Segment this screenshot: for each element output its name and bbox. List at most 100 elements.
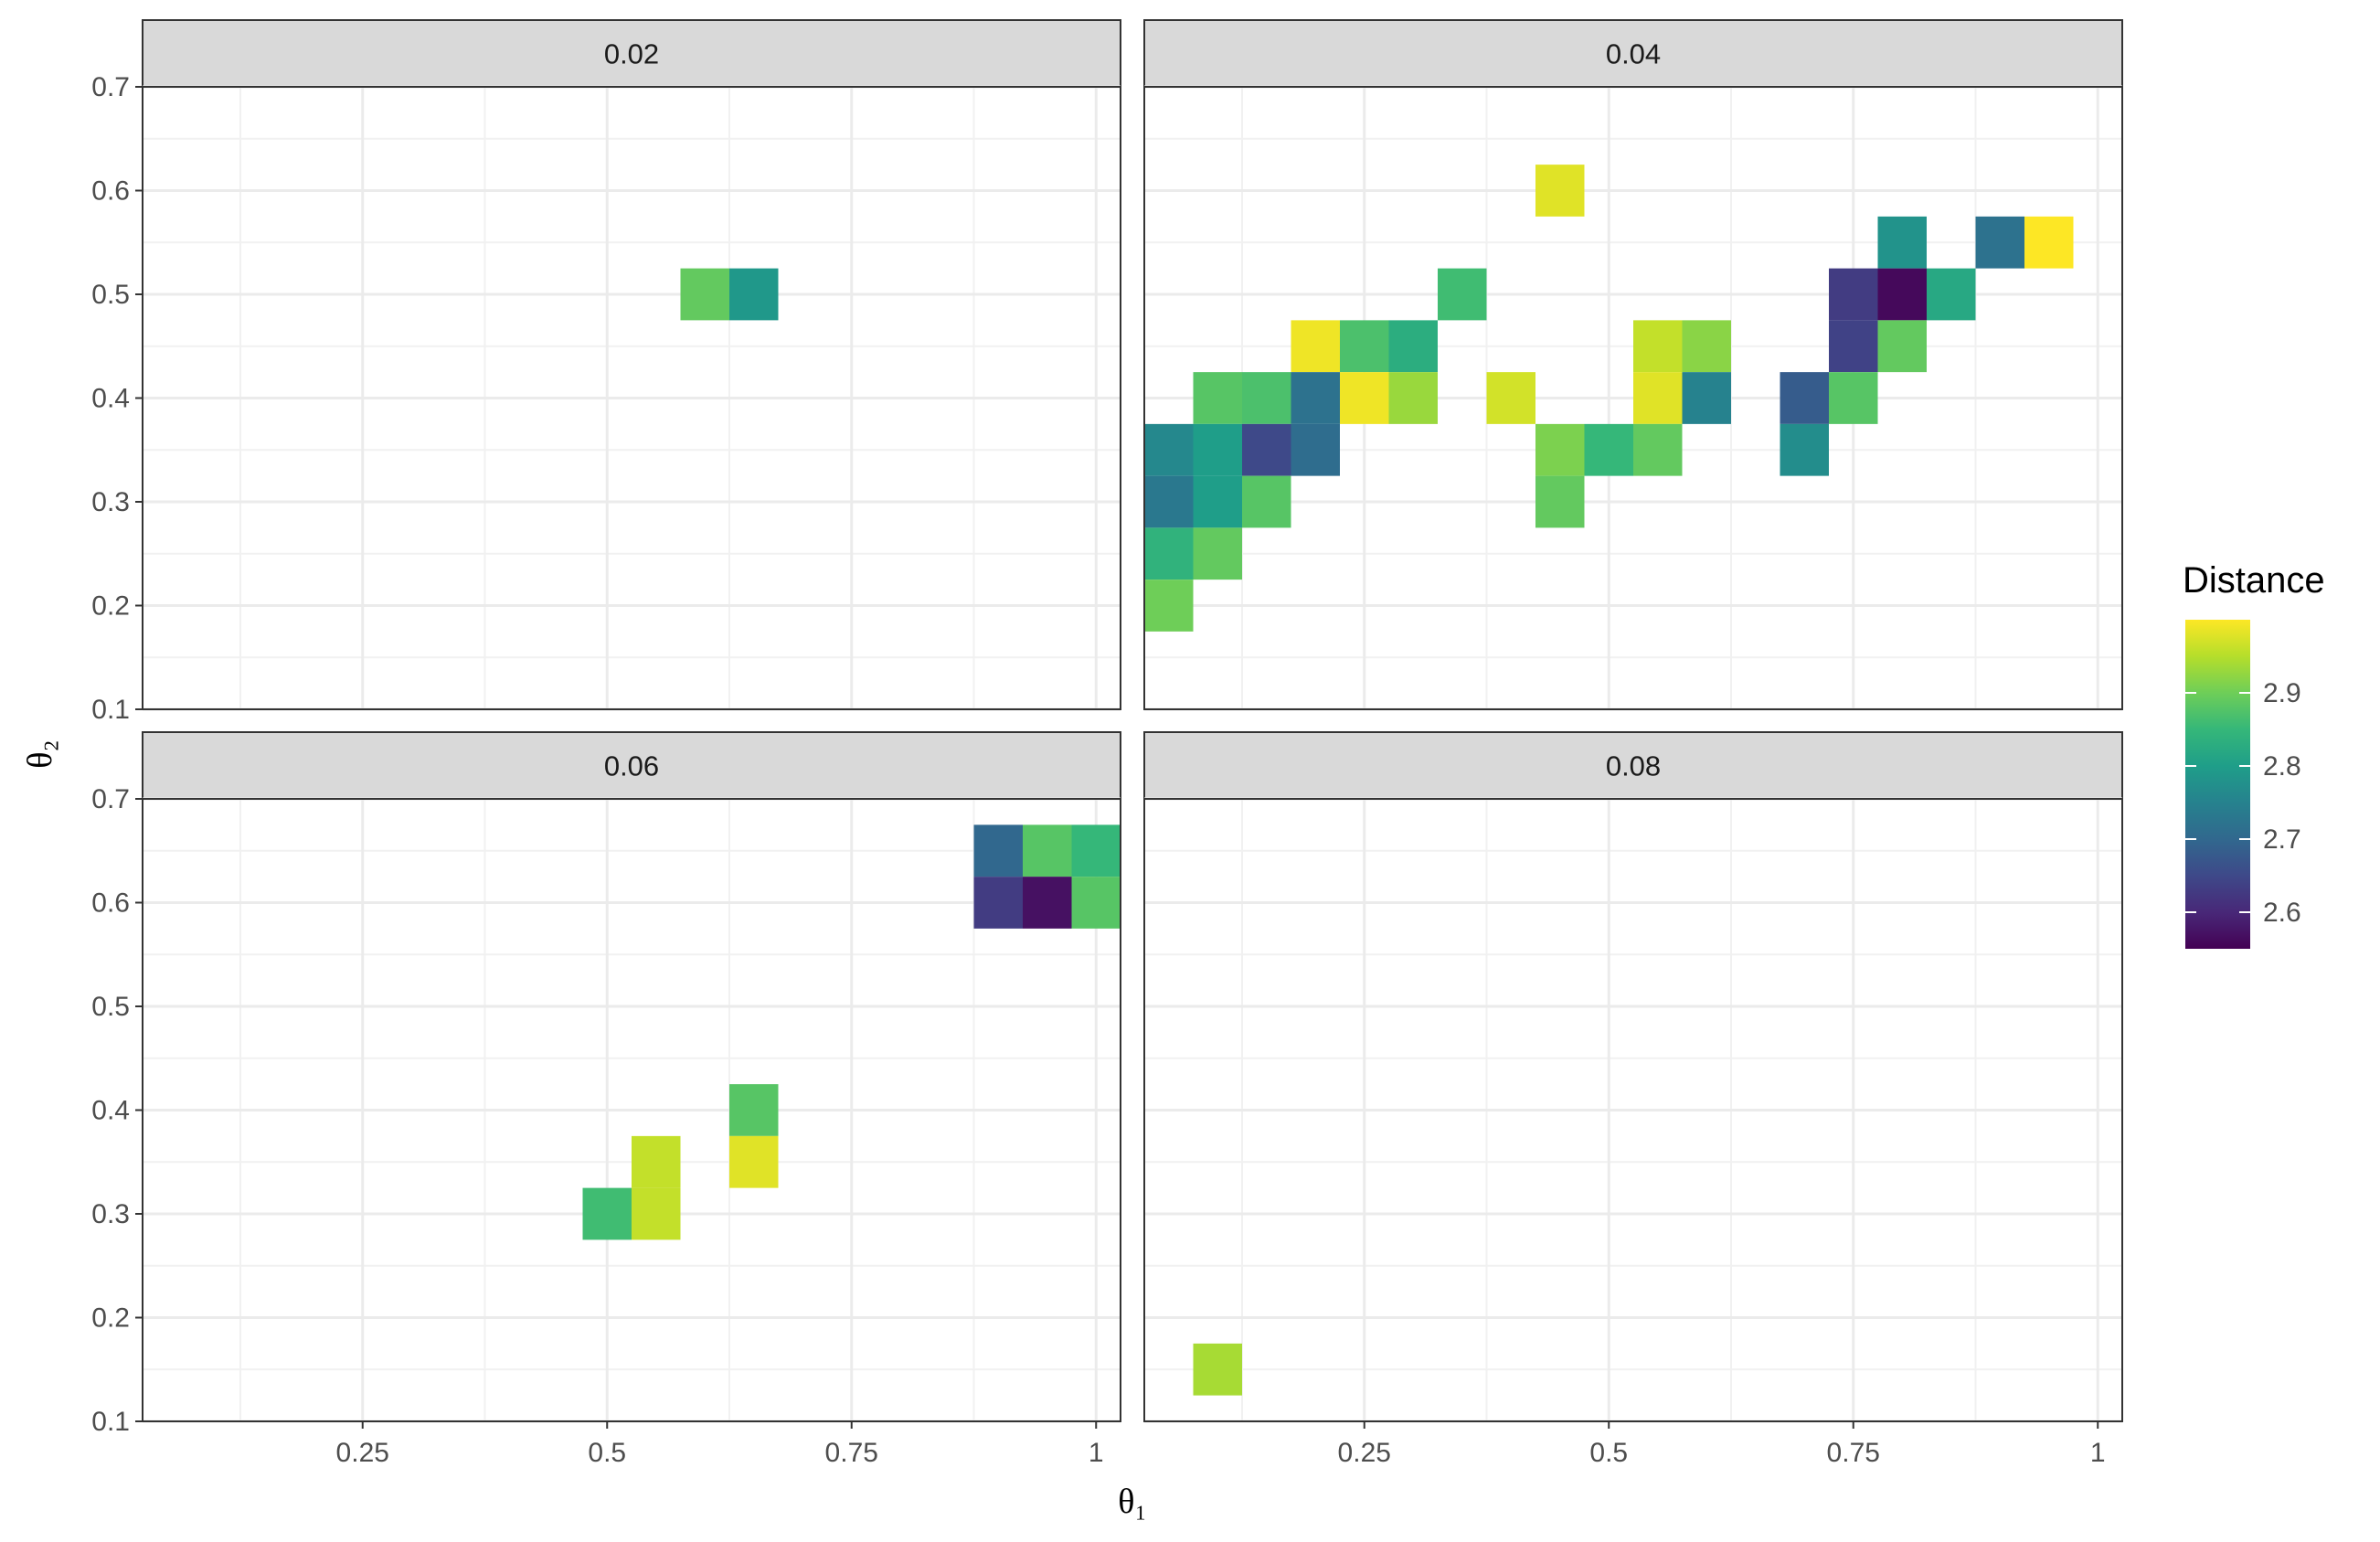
- facet-panel-0-08: 0.08: [1143, 731, 2123, 1423]
- legend-tick-label: 2.6: [2263, 898, 2301, 928]
- heatmap-tile: [1291, 320, 1340, 373]
- heatmap-tile: [1927, 268, 1976, 321]
- x-tick-label: 0.5: [588, 1438, 626, 1468]
- y-tick-label: 0.5: [91, 280, 130, 310]
- legend-tick-label: 2.9: [2263, 678, 2301, 708]
- y-tick-label: 0.2: [91, 1303, 130, 1334]
- heatmap-tile: [1193, 423, 1242, 476]
- heatmap-tile: [1144, 423, 1194, 476]
- y-tick-label: 0.1: [91, 1407, 130, 1437]
- heatmap-tile: [973, 877, 1023, 929]
- heatmap-tile: [973, 824, 1023, 877]
- heatmap-tile: [1023, 877, 1072, 929]
- heatmap-tile: [1291, 372, 1340, 424]
- heatmap-tile: [1242, 423, 1291, 476]
- heatmap-tile: [2024, 216, 2074, 269]
- y-tick-label: 0.7: [91, 72, 130, 102]
- heatmap-tile: [1242, 372, 1291, 424]
- facet-panel-0-02: 0.02: [142, 19, 1121, 711]
- heatmap-tile: [1023, 824, 1072, 877]
- legend-title: Distance: [2183, 560, 2325, 601]
- x-tick-label: 0.25: [1338, 1438, 1391, 1468]
- legend-tick-label: 2.8: [2263, 751, 2301, 782]
- panel-border: [1143, 798, 2123, 1422]
- y-tick-label: 0.6: [91, 888, 130, 919]
- x-tick-label: 1: [1089, 1438, 1104, 1468]
- heatmap-tile: [1780, 372, 1829, 424]
- x-tick-label: 0.75: [825, 1438, 878, 1468]
- heatmap-tile: [1975, 216, 2024, 269]
- heatmap-tile: [1535, 475, 1585, 528]
- heatmap-tile: [1144, 580, 1194, 632]
- heatmap-tile: [1682, 320, 1731, 373]
- heatmap-tiles: [1144, 165, 2074, 632]
- heatmap-tile: [729, 1084, 779, 1136]
- heatmap-tile: [1193, 372, 1242, 424]
- y-tick-label: 0.3: [91, 1199, 130, 1229]
- heatmap-tile: [1877, 268, 1927, 321]
- heatmap-tile: [1291, 423, 1340, 476]
- heatmap-tile: [1193, 475, 1242, 528]
- heatmap-tile: [1535, 165, 1585, 217]
- facet-strip-label: 0.06: [604, 750, 659, 782]
- heatmap-tile: [680, 268, 729, 321]
- heatmap-tile: [1144, 475, 1194, 528]
- facet-panels: 0.02 0.04 0.06 0.08: [142, 19, 2123, 1423]
- heatmap-tile: [1633, 423, 1683, 476]
- axes: 0.1 0.2 0.3 0.4 0.5 0.6 0.7 0.1 0.2 0.3 0.4 0.5 0.6 0…: [21, 72, 2106, 1521]
- y-tick-label: 0.5: [91, 992, 130, 1022]
- heatmap-tiles: [582, 824, 1121, 1240]
- y-tick-label: 0.6: [91, 176, 130, 207]
- heatmap-tile: [632, 1187, 681, 1240]
- heatmap-tile: [1486, 372, 1535, 424]
- heatmap-tile: [1584, 423, 1633, 476]
- x-tick-label: 1: [2090, 1438, 2106, 1468]
- facet-panel-0-04: 0.04: [1143, 19, 2123, 711]
- facet-strip-label: 0.08: [1606, 750, 1661, 782]
- y-tick-label: 0.1: [91, 695, 130, 725]
- heatmap-tile: [582, 1187, 632, 1240]
- heatmap-tile: [1877, 216, 1927, 269]
- heatmap-tile: [1340, 320, 1389, 373]
- x-axis-title: θ₁: [1118, 1483, 1146, 1521]
- y-tick-label: 0.3: [91, 487, 130, 517]
- facet-strip-label: 0.02: [604, 38, 659, 70]
- heatmap-tile: [1193, 527, 1242, 580]
- legend-colorbar: [2185, 620, 2250, 949]
- panel-border: [1143, 86, 2123, 710]
- heatmap-tile: [1388, 320, 1438, 373]
- y-tick-label: 0.4: [91, 1096, 130, 1126]
- heatmap-tile: [632, 1135, 681, 1188]
- heatmap-tile: [1829, 268, 1878, 321]
- heatmap-tile: [1829, 320, 1878, 373]
- heatmap-tile: [1633, 372, 1683, 424]
- heatmap-tile: [1071, 877, 1121, 929]
- heatmap-tile: [1780, 423, 1829, 476]
- facet-strip: [1143, 731, 2123, 800]
- y-axis-title: θ₂: [21, 739, 59, 768]
- y-tick-label: 0.4: [91, 384, 130, 414]
- x-tick-label: 0.5: [1589, 1438, 1628, 1468]
- legend: Distance 2.6 2.7 2.8 2.9: [2183, 560, 2325, 949]
- heatmap-tile: [1535, 423, 1585, 476]
- y-tick-label: 0.2: [91, 591, 130, 622]
- facet-strip-label: 0.04: [1606, 38, 1661, 70]
- heatmap-tile: [1388, 372, 1438, 424]
- heatmap-tile: [1438, 268, 1487, 321]
- heatmap-tile: [1682, 372, 1731, 424]
- heatmap-tile: [1242, 475, 1291, 528]
- x-tick-label: 0.75: [1827, 1438, 1880, 1468]
- y-tick-label: 0.7: [91, 784, 130, 814]
- heatmap-tile: [1193, 1343, 1242, 1396]
- facet-panel-0-06: 0.06: [142, 731, 1121, 1423]
- legend-tick-label: 2.7: [2263, 824, 2301, 855]
- facet-strip: [142, 731, 1121, 800]
- heatmap-tiles: [680, 268, 779, 321]
- heatmap-tile: [729, 1135, 779, 1188]
- heatmap-tile: [1829, 372, 1878, 424]
- heatmap-tile: [1633, 320, 1683, 373]
- heatmap-tile: [1877, 320, 1927, 373]
- x-tick-label: 0.25: [336, 1438, 389, 1468]
- heatmap-tile: [1144, 527, 1194, 580]
